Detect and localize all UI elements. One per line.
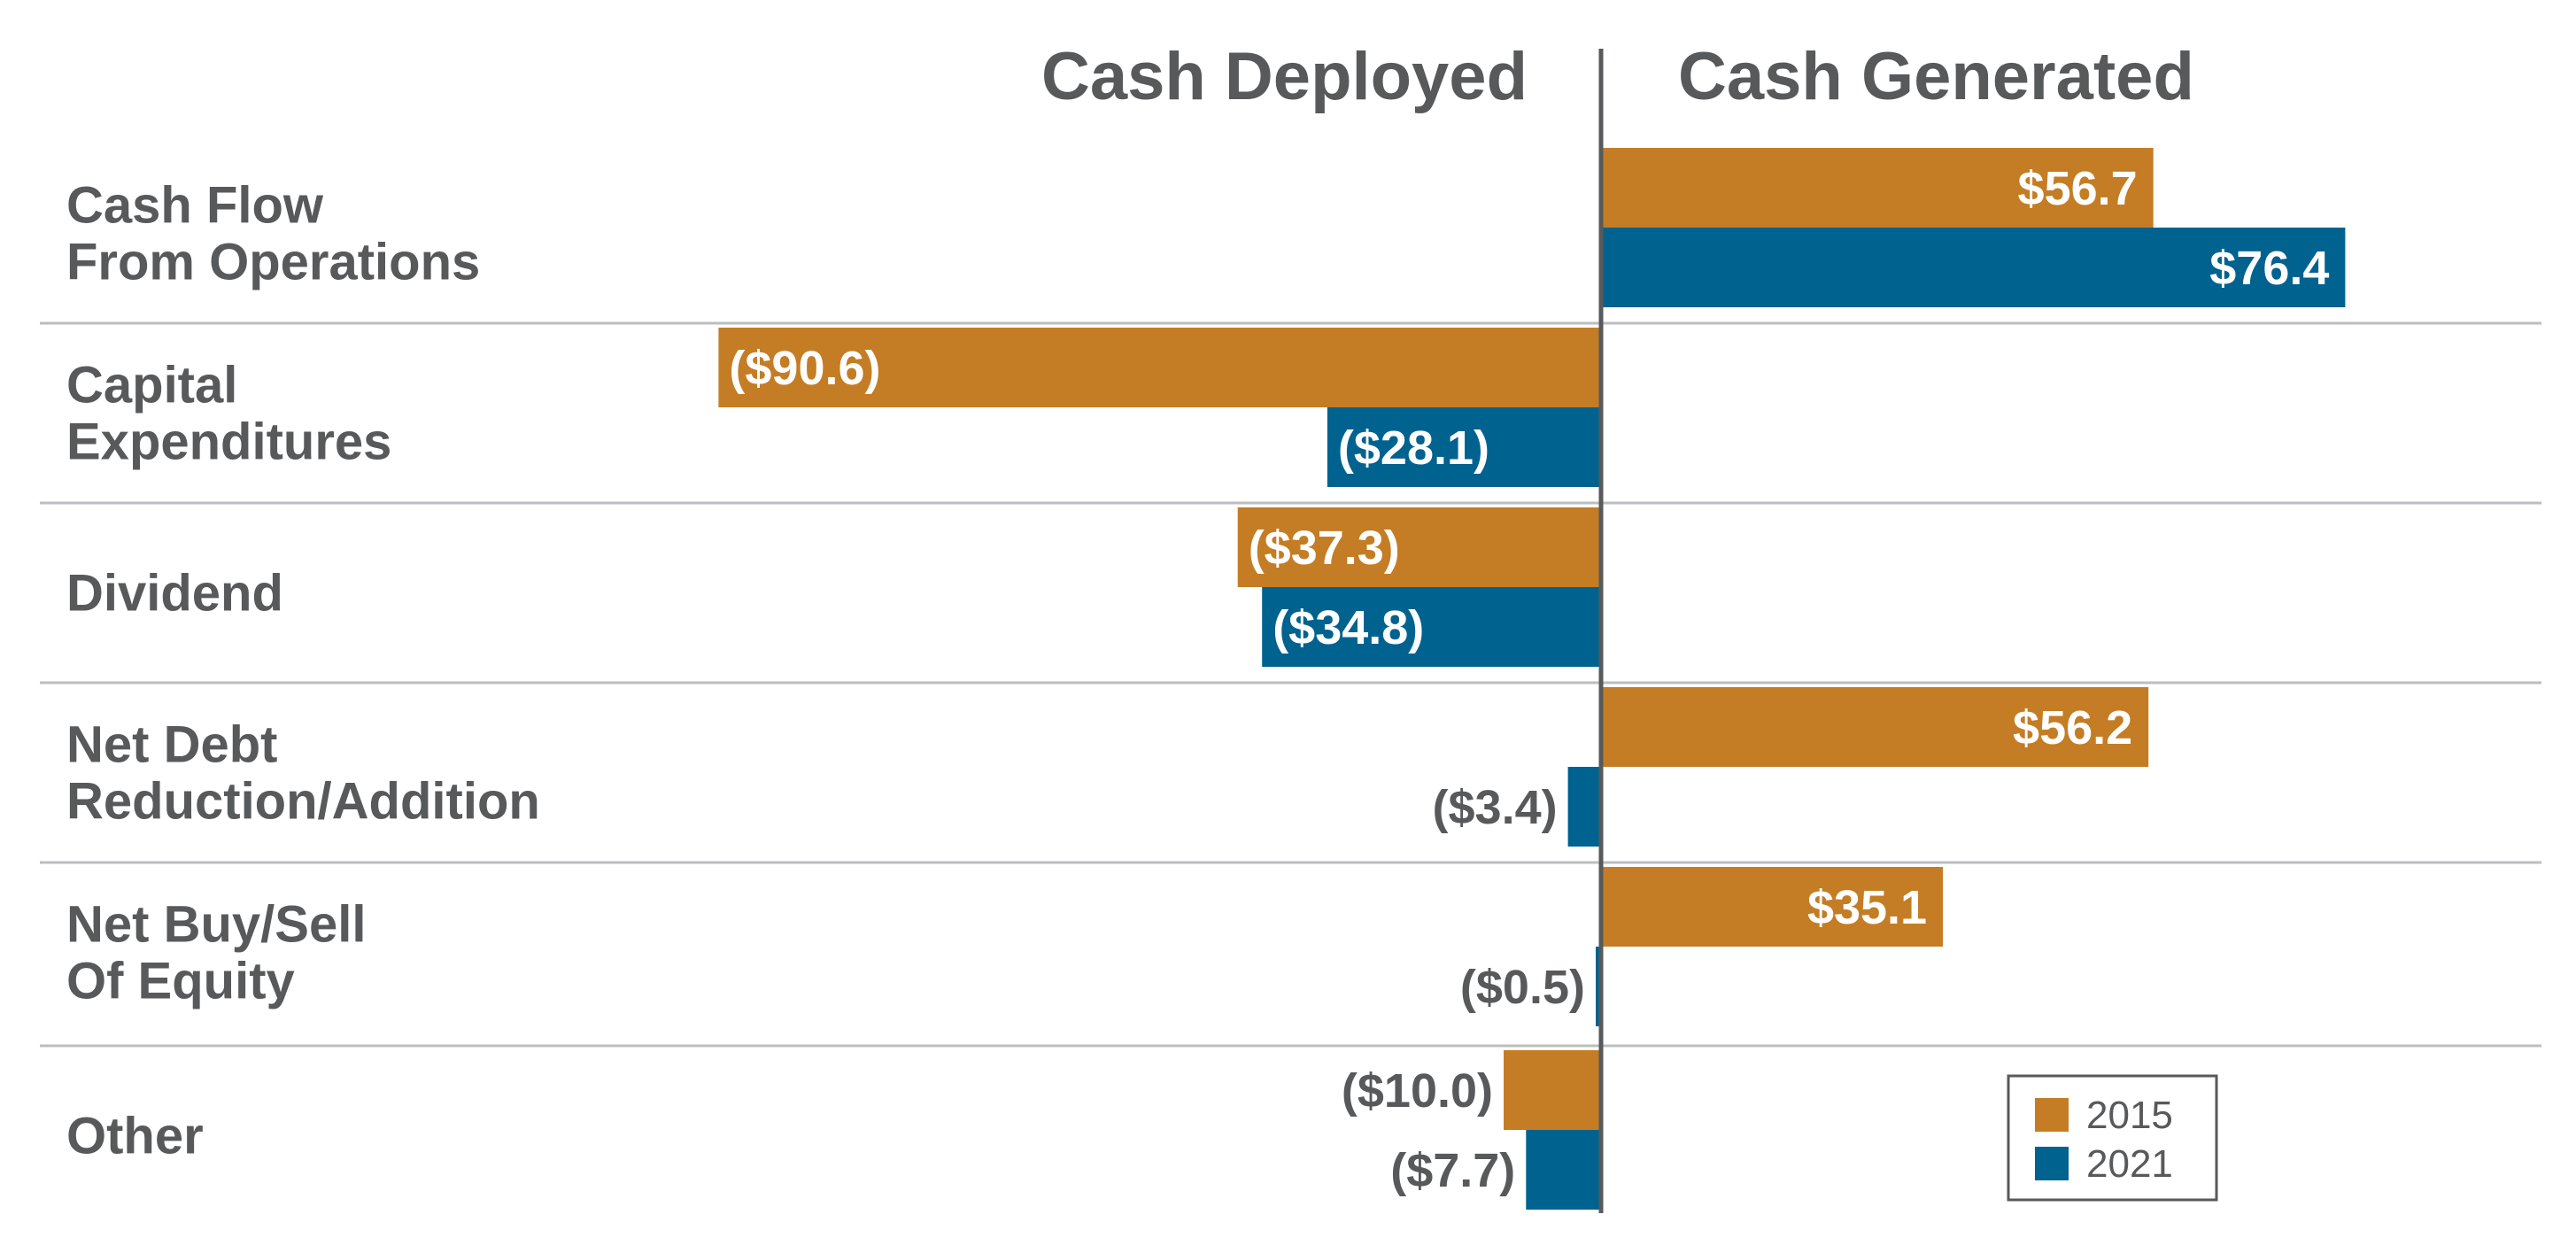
- legend-label-2021: 2021: [2086, 1142, 2173, 1186]
- category-labels: Cash Flow From Operations Capital Expenditu…: [66, 177, 540, 1165]
- data-label-2021: ($28.1): [1338, 422, 1489, 475]
- data-label-2021: $76.4: [2209, 242, 2329, 295]
- legend-swatch-2015: [2035, 1098, 2069, 1132]
- category-label: Cash Flow From Operations: [66, 177, 480, 291]
- data-label-2015: ($90.6): [729, 342, 880, 395]
- bar-2021: [1567, 767, 1601, 847]
- legend: 2015 2021: [2007, 1074, 2218, 1202]
- data-label-2015: $35.1: [1807, 881, 1927, 934]
- bar-2015: [1601, 867, 1944, 947]
- category-label: Capital Expenditures: [66, 357, 391, 471]
- category-label: Dividend: [66, 565, 283, 623]
- bar-2015: [1601, 687, 2149, 767]
- bar-2015: [1601, 148, 2154, 228]
- bar-2021: [1526, 1130, 1601, 1210]
- bar-2021: [1327, 407, 1601, 487]
- data-label-2015: $56.2: [2013, 701, 2132, 754]
- bar-2015: [1237, 507, 1601, 587]
- bar-2015: [1504, 1050, 1601, 1130]
- data-label-2021: ($34.8): [1273, 601, 1424, 654]
- gridlines: [40, 321, 2541, 1048]
- category-label: Other: [66, 1108, 204, 1165]
- bars: [718, 148, 2346, 1210]
- data-label-2021: ($3.4): [1433, 781, 1558, 834]
- data-labels: $56.7 ($90.6) ($37.3) $56.2 $35.1 ($10.0) $76.…: [729, 162, 2329, 1197]
- data-label-2015: ($10.0): [1342, 1064, 1493, 1118]
- legend-label-2015: 2015: [2086, 1094, 2173, 1137]
- header-cash-generated: Cash Generated: [1678, 39, 2194, 114]
- category-label: Net Debt Reduction/Addition: [66, 716, 540, 831]
- legend-swatch-2021: [2035, 1147, 2069, 1180]
- data-label-2021: ($0.5): [1460, 961, 1585, 1014]
- data-label-2015: ($37.3): [1249, 522, 1400, 575]
- header-cash-deployed: Cash Deployed: [1041, 39, 1528, 114]
- bar-2021: [1262, 587, 1601, 667]
- data-label-2021: ($7.7): [1390, 1144, 1515, 1197]
- category-label: Net Buy/Sell Of Equity: [66, 896, 366, 1010]
- bar-2021: [1596, 947, 1601, 1026]
- bar-2021: [1601, 228, 2346, 307]
- bar-2015: [718, 328, 1601, 407]
- data-label-2015: $56.7: [2018, 162, 2138, 215]
